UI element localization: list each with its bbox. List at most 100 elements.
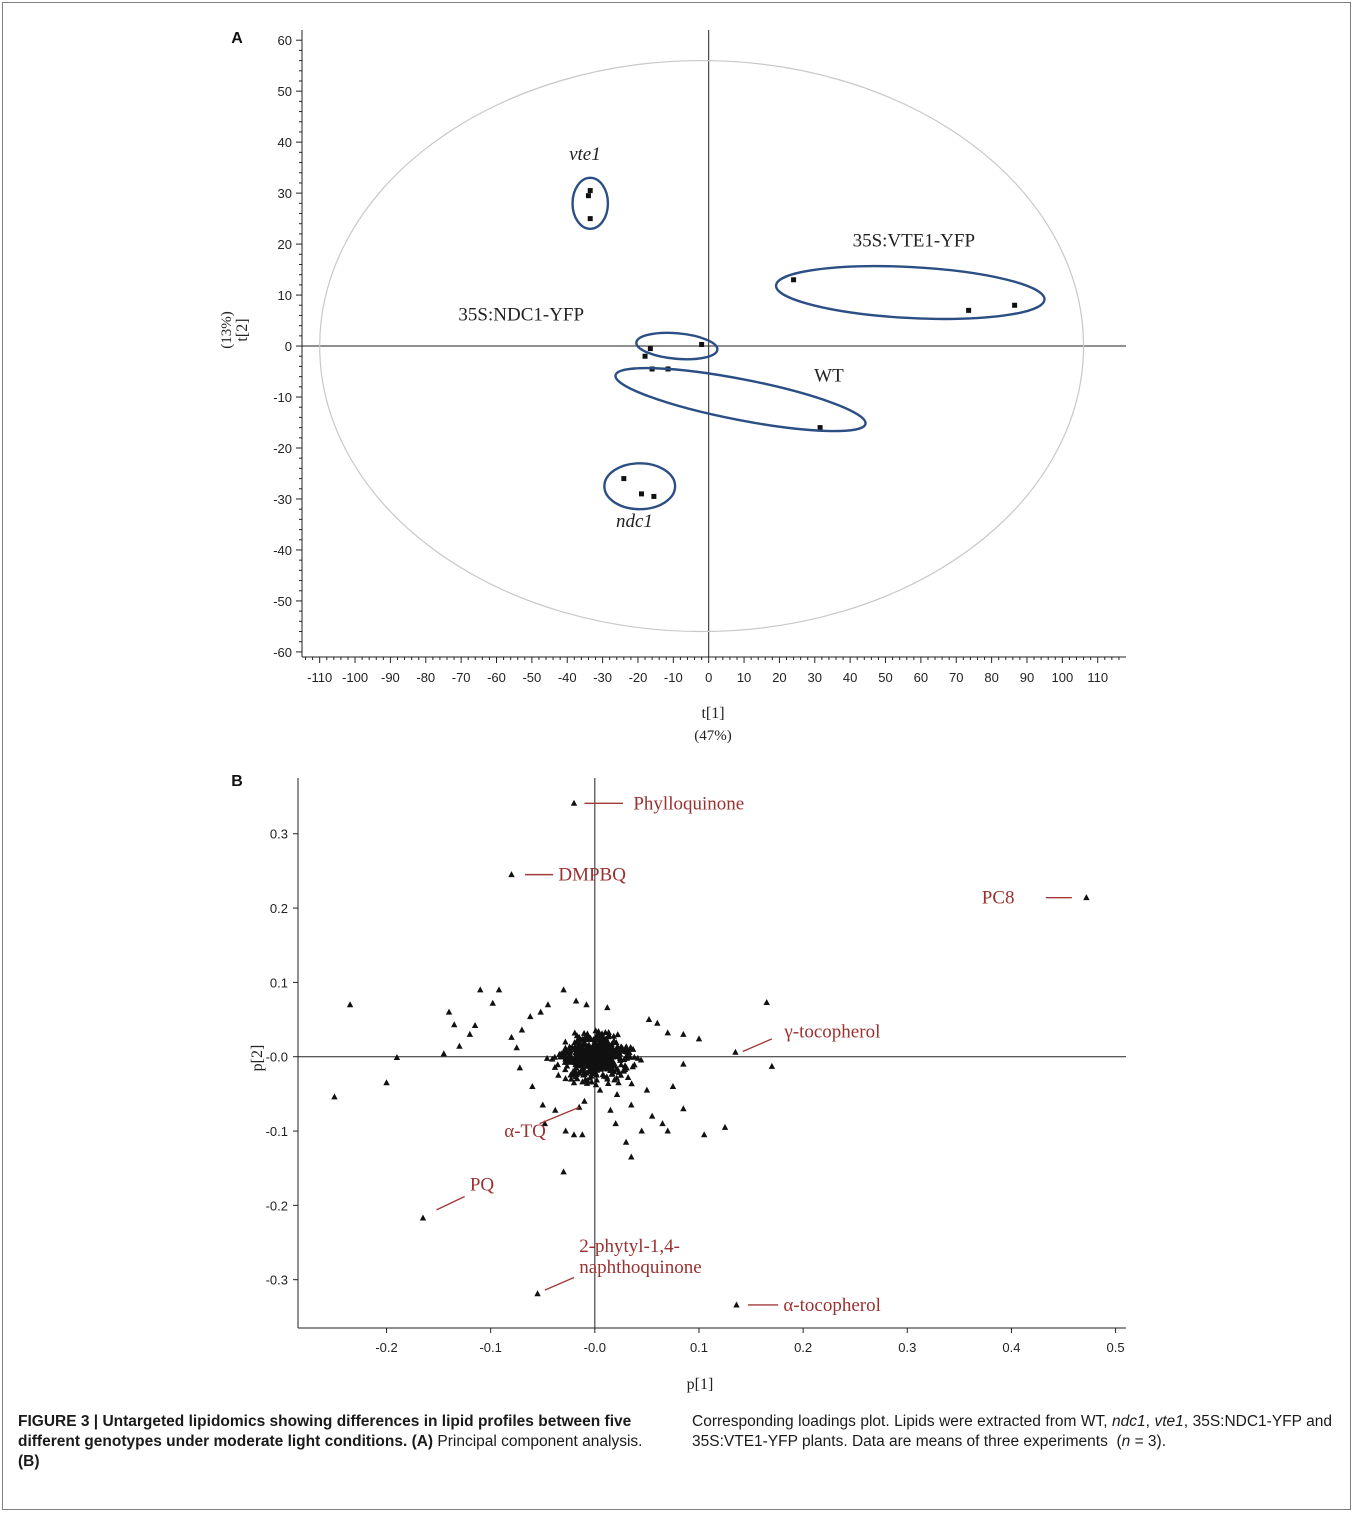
y-axis-title-b: p[2]	[249, 1045, 266, 1072]
loading-label: Phylloquinone	[633, 793, 744, 814]
group-ellipse	[603, 462, 677, 511]
loading-point	[611, 1060, 618, 1067]
loading-point	[562, 1066, 569, 1073]
loading-point	[664, 1029, 671, 1036]
label-leader-line	[544, 1276, 575, 1291]
loading-point	[572, 1064, 580, 1071]
y-tick-label-a: -40	[273, 543, 292, 558]
x-tick-label-a: -80	[416, 670, 435, 685]
y-tick-label-a: -20	[273, 441, 292, 456]
caption-panel-b-text-1: Corresponding loadings plot. Lipids were…	[692, 1413, 1108, 1430]
loading-point	[543, 1054, 551, 1061]
loading-point	[584, 1030, 591, 1037]
loading-point	[544, 1001, 552, 1008]
loading-point	[393, 1053, 401, 1060]
group-label: WT	[814, 366, 844, 387]
caption-comma: ,	[1183, 1413, 1189, 1430]
loading-point	[527, 1013, 534, 1020]
loading-point	[577, 1046, 584, 1053]
loading-point	[721, 1123, 729, 1130]
x-tick-label-a: -100	[342, 670, 368, 685]
labeled-loading-point	[732, 1048, 739, 1055]
loading-point	[596, 1086, 604, 1093]
loading-point	[586, 1056, 594, 1063]
loading-point	[623, 1043, 630, 1050]
loading-point	[613, 1039, 620, 1046]
caption-comma: ,	[1145, 1413, 1150, 1430]
loading-point	[586, 1074, 594, 1081]
loading-point	[606, 1032, 613, 1039]
loading-point	[592, 1046, 600, 1053]
loading-point	[695, 1035, 703, 1042]
labeled-loading-point	[733, 1301, 740, 1308]
y-tick-label-b: -0.3	[266, 1273, 288, 1288]
loading-point	[594, 1042, 601, 1049]
score-point	[791, 277, 797, 283]
y-tick-label-a: -60	[273, 645, 292, 660]
loading-point	[594, 1052, 602, 1059]
loading-point	[604, 1065, 611, 1072]
caption-right: Corresponding loadings plot. Lipids were…	[692, 1412, 1332, 1452]
score-point	[699, 342, 705, 348]
group-label: 35S:NDC1-YFP	[458, 305, 584, 326]
loading-point	[587, 1047, 594, 1054]
group-ellipse	[571, 176, 610, 231]
x-tick-label-b: 0.2	[794, 1340, 812, 1355]
y-tick-label-b: 0.2	[270, 901, 288, 916]
loading-point	[508, 1033, 515, 1040]
loading-point	[628, 1080, 635, 1087]
loading-label: γ-tocopherol	[783, 1021, 880, 1042]
loading-point	[626, 1053, 634, 1060]
group-ellipse	[614, 366, 867, 433]
loading-label: naphthoquinone	[579, 1257, 701, 1278]
loading-point	[617, 1056, 624, 1063]
y-tick-label-b: 0.1	[270, 975, 288, 990]
x-tick-label-b: -0.2	[375, 1340, 397, 1355]
loading-point	[563, 1048, 570, 1055]
loading-point	[645, 1016, 653, 1023]
x-tick-label-a: -70	[452, 670, 471, 685]
y-axis-title-a: t[2]	[234, 318, 251, 341]
loading-point	[608, 1042, 616, 1049]
x-tick-label-a: -60	[487, 670, 506, 685]
score-point	[642, 353, 648, 359]
loading-point	[680, 1030, 687, 1037]
x-tick-label-a: -30	[593, 670, 612, 685]
loading-point	[562, 1127, 569, 1134]
score-point	[587, 188, 593, 194]
y-tick-label-a: 0	[285, 339, 292, 354]
loading-point	[604, 1038, 611, 1045]
loading-label: 2-phytyl-1,4-	[579, 1236, 680, 1257]
loading-point	[471, 1022, 479, 1028]
loading-point	[595, 1060, 603, 1067]
loading-label: PC8	[982, 888, 1015, 909]
loading-point	[600, 1072, 608, 1079]
loading-point	[516, 1064, 524, 1071]
loading-point	[581, 1046, 589, 1053]
loading-point	[552, 1106, 559, 1113]
group-ellipse	[635, 331, 719, 361]
y-tick-label-a: 40	[278, 135, 292, 150]
score-point	[585, 193, 591, 199]
caption-genotype-vte1: vte1	[1154, 1413, 1184, 1430]
loading-point	[560, 986, 567, 993]
loading-point	[518, 1026, 526, 1033]
caption-genotype-ndc1: ndc1	[1112, 1413, 1146, 1430]
loading-point	[612, 1049, 620, 1056]
x-tick-label-b: 0.1	[690, 1340, 708, 1355]
y-tick-label-b: 0.3	[270, 827, 288, 842]
y-axis-subtitle-a: (13%)	[219, 311, 235, 349]
x-tick-label-b: 0.4	[1002, 1340, 1020, 1355]
x-tick-label-a: 100	[1051, 670, 1073, 685]
loading-point	[612, 1045, 620, 1052]
loading-point	[609, 1070, 616, 1077]
loading-label: α-tocopherol	[783, 1295, 881, 1316]
caption-panel-b-text-2: 35S:NDC1-YFP and 35S:VTE1-YFP plants. Da…	[692, 1413, 1333, 1450]
loading-point	[575, 1055, 582, 1062]
loading-point	[613, 1091, 621, 1098]
loading-point	[567, 1075, 575, 1082]
loading-point	[617, 1043, 625, 1050]
loading-point	[638, 1127, 645, 1134]
loading-point	[592, 1081, 600, 1088]
